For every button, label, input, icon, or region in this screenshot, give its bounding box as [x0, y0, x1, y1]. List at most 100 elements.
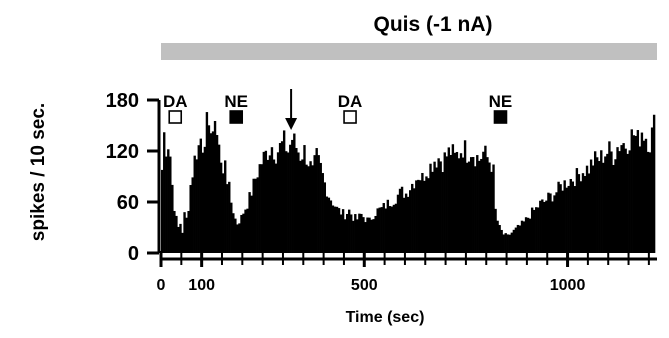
histogram-bar — [573, 186, 577, 253]
histogram-bar — [488, 162, 491, 253]
histogram-bar — [486, 157, 489, 253]
histogram-bar — [453, 152, 457, 253]
y-axis-label: spikes / 10 sec. — [28, 103, 49, 241]
histogram-bar — [230, 202, 233, 253]
histogram-bar — [291, 139, 294, 253]
histogram-bar — [234, 218, 237, 253]
histogram-bar — [258, 164, 261, 253]
x-tick-label: 500 — [351, 277, 378, 294]
histogram-bar — [465, 162, 469, 253]
histogram-bar — [262, 151, 266, 253]
histogram-bar — [386, 199, 390, 253]
histogram-bar — [250, 195, 253, 253]
histogram-bar — [217, 144, 221, 253]
histogram-bar — [551, 201, 554, 253]
histogram-bar — [236, 224, 239, 253]
histogram-bar — [514, 227, 518, 253]
histogram-bar — [187, 211, 190, 253]
event-label: NE — [224, 92, 248, 111]
histogram-bar — [500, 229, 503, 253]
histogram-bar — [205, 112, 209, 253]
histogram-bar — [319, 162, 322, 253]
histogram-bar — [390, 206, 394, 253]
histogram-bar — [295, 148, 298, 253]
histogram-bar — [167, 149, 170, 253]
event-label: DA — [338, 92, 363, 111]
histogram-bar — [242, 213, 245, 253]
histogram-bar — [254, 178, 257, 253]
histogram-bar — [179, 223, 182, 253]
histogram-bar — [256, 177, 259, 253]
histogram-bar — [252, 178, 255, 253]
histogram-bar — [650, 127, 654, 253]
histogram-bar — [177, 226, 180, 253]
histogram-bar — [197, 145, 200, 253]
histogram-bar — [467, 161, 471, 253]
histogram-bar — [642, 140, 646, 253]
histogram-bar — [388, 206, 392, 253]
histogram-bar — [327, 197, 331, 253]
histogram-bar — [449, 154, 453, 253]
histogram-bar — [565, 187, 568, 253]
histogram-bar — [632, 135, 635, 253]
histogram-bar — [402, 197, 406, 253]
histogram-bar — [421, 172, 424, 253]
histogram-bar — [317, 155, 320, 253]
histogram-bar — [309, 161, 312, 253]
histogram-bar — [240, 214, 243, 253]
histogram-bar — [541, 199, 544, 253]
histogram-bar — [384, 208, 387, 253]
histogram-bar — [370, 219, 373, 253]
histogram-bar — [644, 138, 648, 253]
histogram-bar — [173, 210, 176, 253]
histogram-bar — [185, 217, 188, 253]
histogram-bar — [341, 209, 345, 253]
histogram-bar — [510, 232, 514, 253]
x-tick-label: 0 — [157, 277, 166, 294]
histogram-bar — [512, 229, 516, 253]
event-arrow-head — [285, 118, 298, 130]
histogram-bar — [640, 132, 644, 253]
histogram-bar — [429, 163, 432, 253]
histogram-bar — [608, 141, 611, 253]
histogram-bar — [480, 158, 483, 253]
y-tick-label: 120 — [106, 141, 139, 163]
histogram-bar — [224, 160, 227, 253]
histogram-bar — [396, 194, 400, 253]
histogram-bar — [528, 218, 532, 253]
histogram-bar — [581, 173, 585, 253]
histogram-bar — [604, 156, 607, 253]
histogram-bar — [362, 217, 365, 253]
histogram-bar — [577, 174, 581, 253]
histogram-bar — [282, 130, 286, 253]
histogram-bar — [457, 158, 461, 253]
histogram-bar — [181, 232, 184, 253]
histogram-bar — [589, 159, 593, 253]
histogram-bar — [354, 214, 357, 253]
histogram-bar — [248, 192, 251, 253]
histogram-bar — [559, 184, 562, 253]
histogram-bar — [443, 152, 446, 253]
histogram-bar — [289, 144, 292, 253]
histogram-bar — [593, 151, 597, 253]
histogram-bar — [569, 178, 572, 253]
histogram-bar — [366, 217, 369, 253]
histogram-bar — [614, 159, 617, 253]
histogram-bar — [447, 147, 451, 253]
histogram-bar — [630, 129, 633, 253]
event-marker-filled — [493, 110, 508, 124]
histogram-bar — [579, 181, 583, 253]
histogram-bar — [175, 215, 178, 253]
event-label: DA — [163, 92, 188, 111]
histogram-bar — [169, 156, 172, 253]
histogram-bar — [646, 151, 650, 253]
histogram-bar — [547, 192, 550, 253]
histogram-bar — [526, 217, 530, 253]
histogram-bar — [431, 171, 434, 253]
histogram-bar — [533, 209, 536, 253]
histogram-bar — [293, 133, 296, 253]
histogram-bar — [596, 157, 599, 253]
histogram-bar — [624, 148, 627, 253]
histogram-bar — [213, 120, 217, 253]
histogram-bar — [219, 162, 223, 253]
